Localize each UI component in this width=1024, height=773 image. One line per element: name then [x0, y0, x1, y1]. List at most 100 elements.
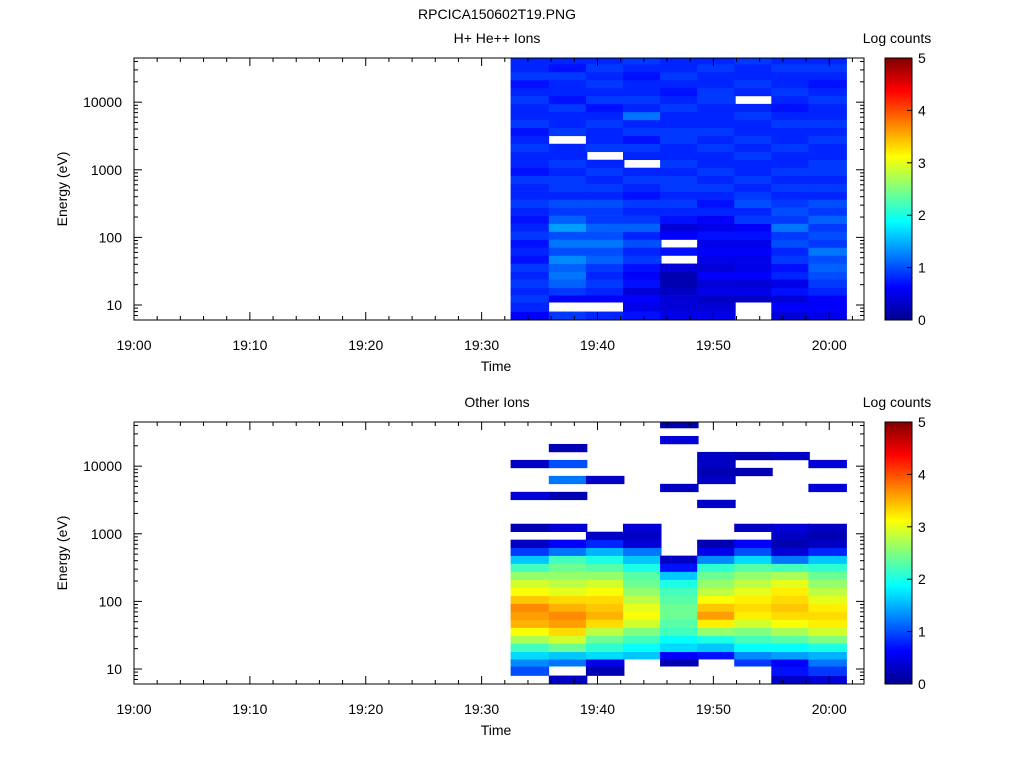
heatmap-cell	[771, 659, 810, 667]
heatmap-cells	[510, 422, 847, 685]
heatmap-cell	[808, 58, 847, 65]
heatmap-cell	[771, 71, 810, 81]
heatmap-cell	[808, 167, 847, 176]
colorbar-tick-label: 5	[918, 414, 926, 430]
heatmap-cell	[510, 627, 550, 637]
x-axis-label: Time	[481, 358, 512, 374]
heatmap-cell	[510, 651, 550, 660]
heatmap-cell	[510, 95, 550, 105]
plot-axes	[133, 57, 865, 321]
heatmap-cell	[622, 247, 662, 256]
heatmap-cell	[585, 111, 625, 121]
heatmap-cell	[510, 611, 550, 620]
heatmap-cell	[771, 255, 810, 264]
heatmap-cell	[697, 635, 736, 644]
heatmap-cell	[548, 475, 588, 485]
heatmap-cell	[697, 239, 736, 248]
y-axis-label: Energy (eV)	[54, 152, 70, 227]
plot-frame	[133, 421, 865, 685]
heatmap-cell	[510, 547, 550, 556]
heatmap-cell	[660, 87, 699, 97]
heatmap-cell	[548, 603, 588, 612]
heatmap-cell	[548, 255, 588, 264]
heatmap-cell	[697, 555, 736, 564]
heatmap-cell	[510, 159, 550, 169]
heatmap-cell	[660, 135, 699, 145]
heatmap-cell	[548, 127, 588, 137]
heatmap-cell	[622, 643, 662, 653]
heatmap-cell	[585, 79, 625, 89]
heatmap-cell	[510, 255, 550, 264]
heatmap-cell	[510, 263, 550, 273]
heatmap-cell	[622, 119, 662, 129]
heatmap-cell	[510, 595, 550, 604]
heatmap-cell	[585, 87, 625, 97]
heatmap-cell	[771, 95, 810, 105]
heatmap-cell	[771, 127, 810, 137]
heatmap-cell	[622, 183, 662, 192]
heatmap-cell	[548, 579, 588, 588]
heatmap-cell	[660, 611, 699, 620]
heatmap-cell	[771, 175, 810, 184]
heatmap-cell	[548, 263, 588, 273]
colorbar-label: Log counts	[863, 394, 932, 410]
heatmap-cell	[622, 95, 662, 105]
heatmap-cell	[585, 247, 625, 256]
heatmap-cell	[510, 135, 550, 145]
heatmap-cell	[585, 183, 625, 192]
heatmap-cell	[660, 279, 699, 289]
heatmap-cell	[510, 191, 550, 200]
heatmap-cell	[622, 127, 662, 137]
heatmap-cell	[734, 279, 773, 289]
heatmap-cell	[734, 255, 773, 264]
heatmap-cell	[771, 135, 810, 145]
heatmap-cell	[697, 603, 736, 612]
heatmap-cell	[697, 459, 736, 469]
heatmap-cell	[548, 151, 588, 161]
heatmap-cell	[548, 539, 588, 548]
heatmap-cell	[548, 459, 588, 469]
heatmap-cell	[510, 183, 550, 192]
heatmap-cell	[771, 191, 810, 200]
plot-axes	[133, 421, 865, 685]
heatmap-cell	[734, 555, 773, 564]
heatmap-cell	[771, 151, 810, 161]
heatmap-cell	[771, 119, 810, 129]
heatmap-cell	[510, 58, 550, 65]
x-tick-label: 19:50	[696, 701, 731, 717]
heatmap-cell	[771, 159, 810, 169]
heatmap-cell	[622, 302, 662, 312]
x-tick-label: 19:10	[232, 337, 267, 353]
heatmap-cell	[510, 619, 550, 628]
heatmap-cell	[622, 287, 662, 296]
panel-title: H+ He++ Ions	[454, 30, 541, 46]
heatmap-cell	[510, 571, 550, 580]
heatmap-cell	[771, 666, 810, 676]
heatmap-cell	[510, 666, 550, 676]
x-tick-label: 19:30	[464, 701, 499, 717]
heatmap-cell	[585, 611, 625, 620]
heatmap-cell	[734, 571, 773, 580]
heatmap-cell	[622, 547, 662, 556]
heatmap-cell	[734, 287, 773, 296]
heatmap-cell	[622, 555, 662, 564]
heatmap-cell	[808, 79, 847, 89]
heatmap-cell	[697, 271, 736, 280]
colorbar-tick-label: 4	[918, 466, 926, 482]
heatmap-cell	[585, 263, 625, 273]
heatmap-cell	[510, 539, 550, 548]
y-tick-labels: 10 100 1000 10000	[83, 458, 122, 677]
heatmap-cell	[585, 563, 625, 572]
heatmap-cell	[622, 175, 662, 184]
heatmap-cell	[660, 555, 699, 564]
heatmap-cell	[548, 191, 588, 200]
heatmap-cell	[808, 635, 847, 644]
heatmap-cell	[622, 207, 662, 216]
heatmap-cell	[734, 271, 773, 280]
heatmap-cell	[585, 199, 625, 208]
heatmap-cell	[548, 295, 588, 303]
colorbar-tick-label: 1	[918, 260, 926, 276]
heatmap-cell	[622, 255, 662, 264]
heatmap-cell	[660, 483, 699, 493]
heatmap-cell	[585, 603, 625, 612]
